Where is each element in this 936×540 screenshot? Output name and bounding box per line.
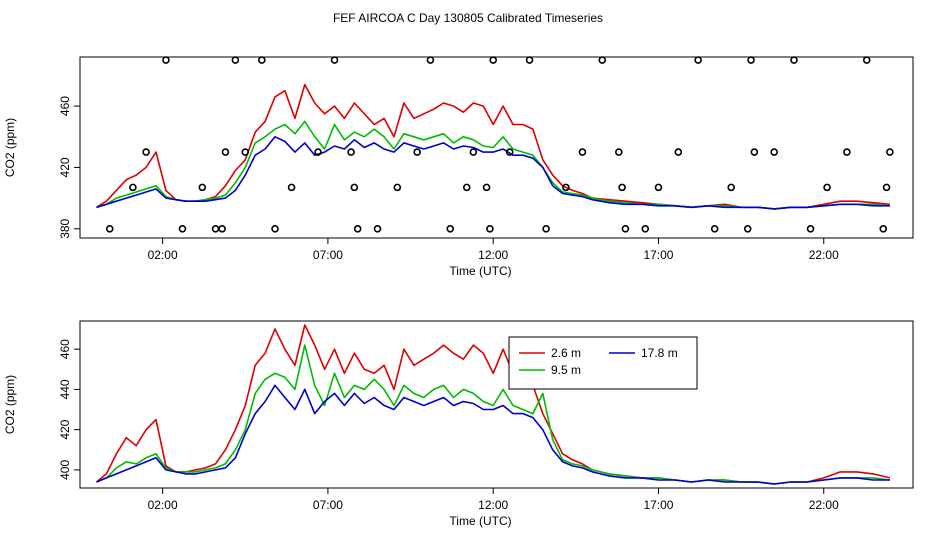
- plot-frame: [79, 320, 914, 489]
- legend-label: 2.6 m: [551, 346, 581, 360]
- open-circle-marker: [727, 183, 735, 192]
- open-circle-marker: [790, 56, 798, 64]
- open-circle-marker: [641, 224, 650, 233]
- y-axis-label: CO2 (ppm): [3, 375, 17, 434]
- open-circle-marker: [330, 56, 339, 64]
- open-circle-marker: [482, 183, 491, 192]
- open-circle-marker: [843, 148, 851, 156]
- open-circle-marker: [258, 56, 266, 64]
- y-tick-label: 460: [58, 96, 72, 116]
- figure-title: FEF AIRCOA C Day 130805 Calibrated Times…: [333, 11, 603, 25]
- open-circle-marker: [621, 224, 630, 233]
- open-circle-marker: [747, 56, 755, 64]
- plot-panels: 02:00 07:00 12:00 17:00 22:00 380 420 460 Time (…: [3, 56, 914, 528]
- legend-label: 17.8 m: [641, 346, 678, 360]
- open-circle-marker: [886, 148, 894, 156]
- open-circle-marker: [806, 224, 815, 233]
- open-circle-marker: [542, 224, 550, 233]
- y-tick-label: 440: [58, 379, 72, 399]
- open-circle-marker: [694, 56, 702, 64]
- open-circle-marker: [129, 183, 137, 192]
- open-circle-marker: [525, 56, 534, 64]
- open-circle-marker: [287, 183, 296, 192]
- open-circle-marker: [862, 56, 871, 64]
- x-tick-label: 12:00: [478, 498, 508, 512]
- open-circle-marker: [142, 148, 150, 156]
- open-circle-marker: [770, 148, 778, 156]
- x-tick-label: 02:00: [148, 498, 178, 512]
- open-circle-marker: [562, 183, 570, 192]
- x-tick-label: 07:00: [313, 248, 343, 262]
- open-circle-marker: [505, 148, 514, 156]
- x-tick-label: 17:00: [643, 498, 673, 512]
- open-circle-marker: [353, 224, 362, 233]
- x-tick-label: 07:00: [313, 498, 343, 512]
- open-circle-marker: [489, 56, 497, 64]
- open-circle-marker: [750, 148, 759, 156]
- open-circle-marker: [373, 224, 382, 233]
- series-line-17-8-m: [96, 384, 890, 485]
- open-circle-marker: [393, 183, 402, 192]
- open-circle-marker: [426, 56, 435, 64]
- open-circle-marker: [598, 56, 607, 64]
- panel-bottom: 02:00 07:00 12:00 17:00 22:00 400 420 440 460 Tim…: [3, 320, 914, 528]
- open-circle-marker: [413, 148, 421, 156]
- open-circle-marker: [211, 224, 220, 233]
- series-line-17-8-m: [96, 136, 890, 210]
- legend-label: 9.5 m: [551, 363, 581, 377]
- x-tick-label: 22:00: [809, 498, 839, 512]
- open-circle-marker: [350, 183, 359, 192]
- open-circle-marker: [615, 148, 623, 156]
- y-tick-label: 420: [58, 419, 72, 439]
- x-tick-label: 12:00: [478, 248, 508, 262]
- y-tick-label: 420: [58, 157, 72, 177]
- open-circle-marker: [105, 224, 114, 233]
- panel-top: 02:00 07:00 12:00 17:00 22:00 380 420 460 Time (…: [3, 56, 914, 278]
- open-circle-marker: [162, 56, 170, 64]
- open-circle-marker: [462, 183, 471, 192]
- open-circle-marker: [446, 224, 455, 233]
- open-circle-marker: [347, 148, 355, 156]
- open-circle-marker: [710, 224, 719, 233]
- open-circle-marker: [618, 183, 626, 192]
- x-axis-label: Time (UTC): [449, 264, 511, 278]
- open-circle-marker: [823, 183, 831, 192]
- open-circle-marker: [198, 183, 207, 192]
- open-circle-marker: [178, 224, 187, 233]
- open-circle-marker: [743, 224, 752, 233]
- x-tick-label: 17:00: [643, 248, 673, 262]
- open-circle-marker: [882, 183, 891, 192]
- legend-box: [508, 336, 698, 390]
- open-circle-marker: [241, 148, 250, 156]
- open-circle-marker: [314, 148, 322, 156]
- open-circle-marker: [469, 148, 478, 156]
- x-tick-label: 02:00: [148, 248, 178, 262]
- y-tick-label: 460: [58, 339, 72, 359]
- open-circle-marker: [486, 224, 494, 233]
- y-tick-label: 380: [58, 218, 72, 238]
- open-circle-marker: [271, 224, 279, 233]
- y-tick-label: 400: [58, 460, 72, 480]
- x-axis-label: Time (UTC): [449, 514, 511, 528]
- open-circle-marker: [578, 148, 587, 156]
- open-circle-marker: [221, 148, 230, 156]
- open-circle-marker: [879, 224, 888, 233]
- open-circle-marker: [674, 148, 683, 156]
- open-circle-marker: [654, 183, 663, 192]
- open-circle-marker: [231, 56, 240, 64]
- plot-frame: [79, 56, 914, 239]
- x-tick-label: 22:00: [809, 248, 839, 262]
- y-axis-label: CO2 (ppm): [3, 118, 17, 177]
- open-circle-marker: [218, 224, 226, 233]
